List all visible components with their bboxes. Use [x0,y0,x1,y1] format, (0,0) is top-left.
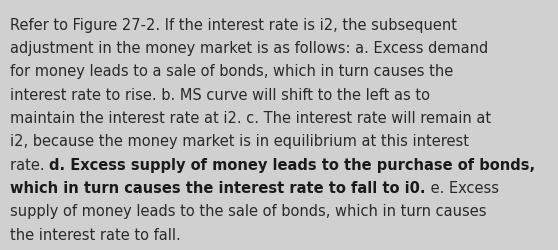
Text: interest rate to rise. b. MS curve will shift to the left as to: interest rate to rise. b. MS curve will … [10,87,430,102]
Text: the interest rate to fall.: the interest rate to fall. [10,227,181,242]
Text: maintain the interest rate at i2. c. The interest rate will remain at: maintain the interest rate at i2. c. The… [10,110,491,126]
Text: rate.: rate. [10,157,49,172]
Text: d. Excess supply of money leads to the purchase of bonds,: d. Excess supply of money leads to the p… [49,157,536,172]
Text: e. Excess: e. Excess [426,180,498,195]
Text: Refer to Figure 27-2. If the interest rate is i2, the subsequent: Refer to Figure 27-2. If the interest ra… [10,18,457,32]
Text: i2, because the money market is in equilibrium at this interest: i2, because the money market is in equil… [10,134,469,149]
Text: supply of money leads to the sale of bonds, which in turn causes: supply of money leads to the sale of bon… [10,204,487,218]
Text: for money leads to a sale of bonds, which in turn causes the: for money leads to a sale of bonds, whic… [10,64,453,79]
Text: adjustment in the money market is as follows: a. Excess demand: adjustment in the money market is as fol… [10,41,488,56]
Text: which in turn causes the interest rate to fall to i0.: which in turn causes the interest rate t… [10,180,426,195]
